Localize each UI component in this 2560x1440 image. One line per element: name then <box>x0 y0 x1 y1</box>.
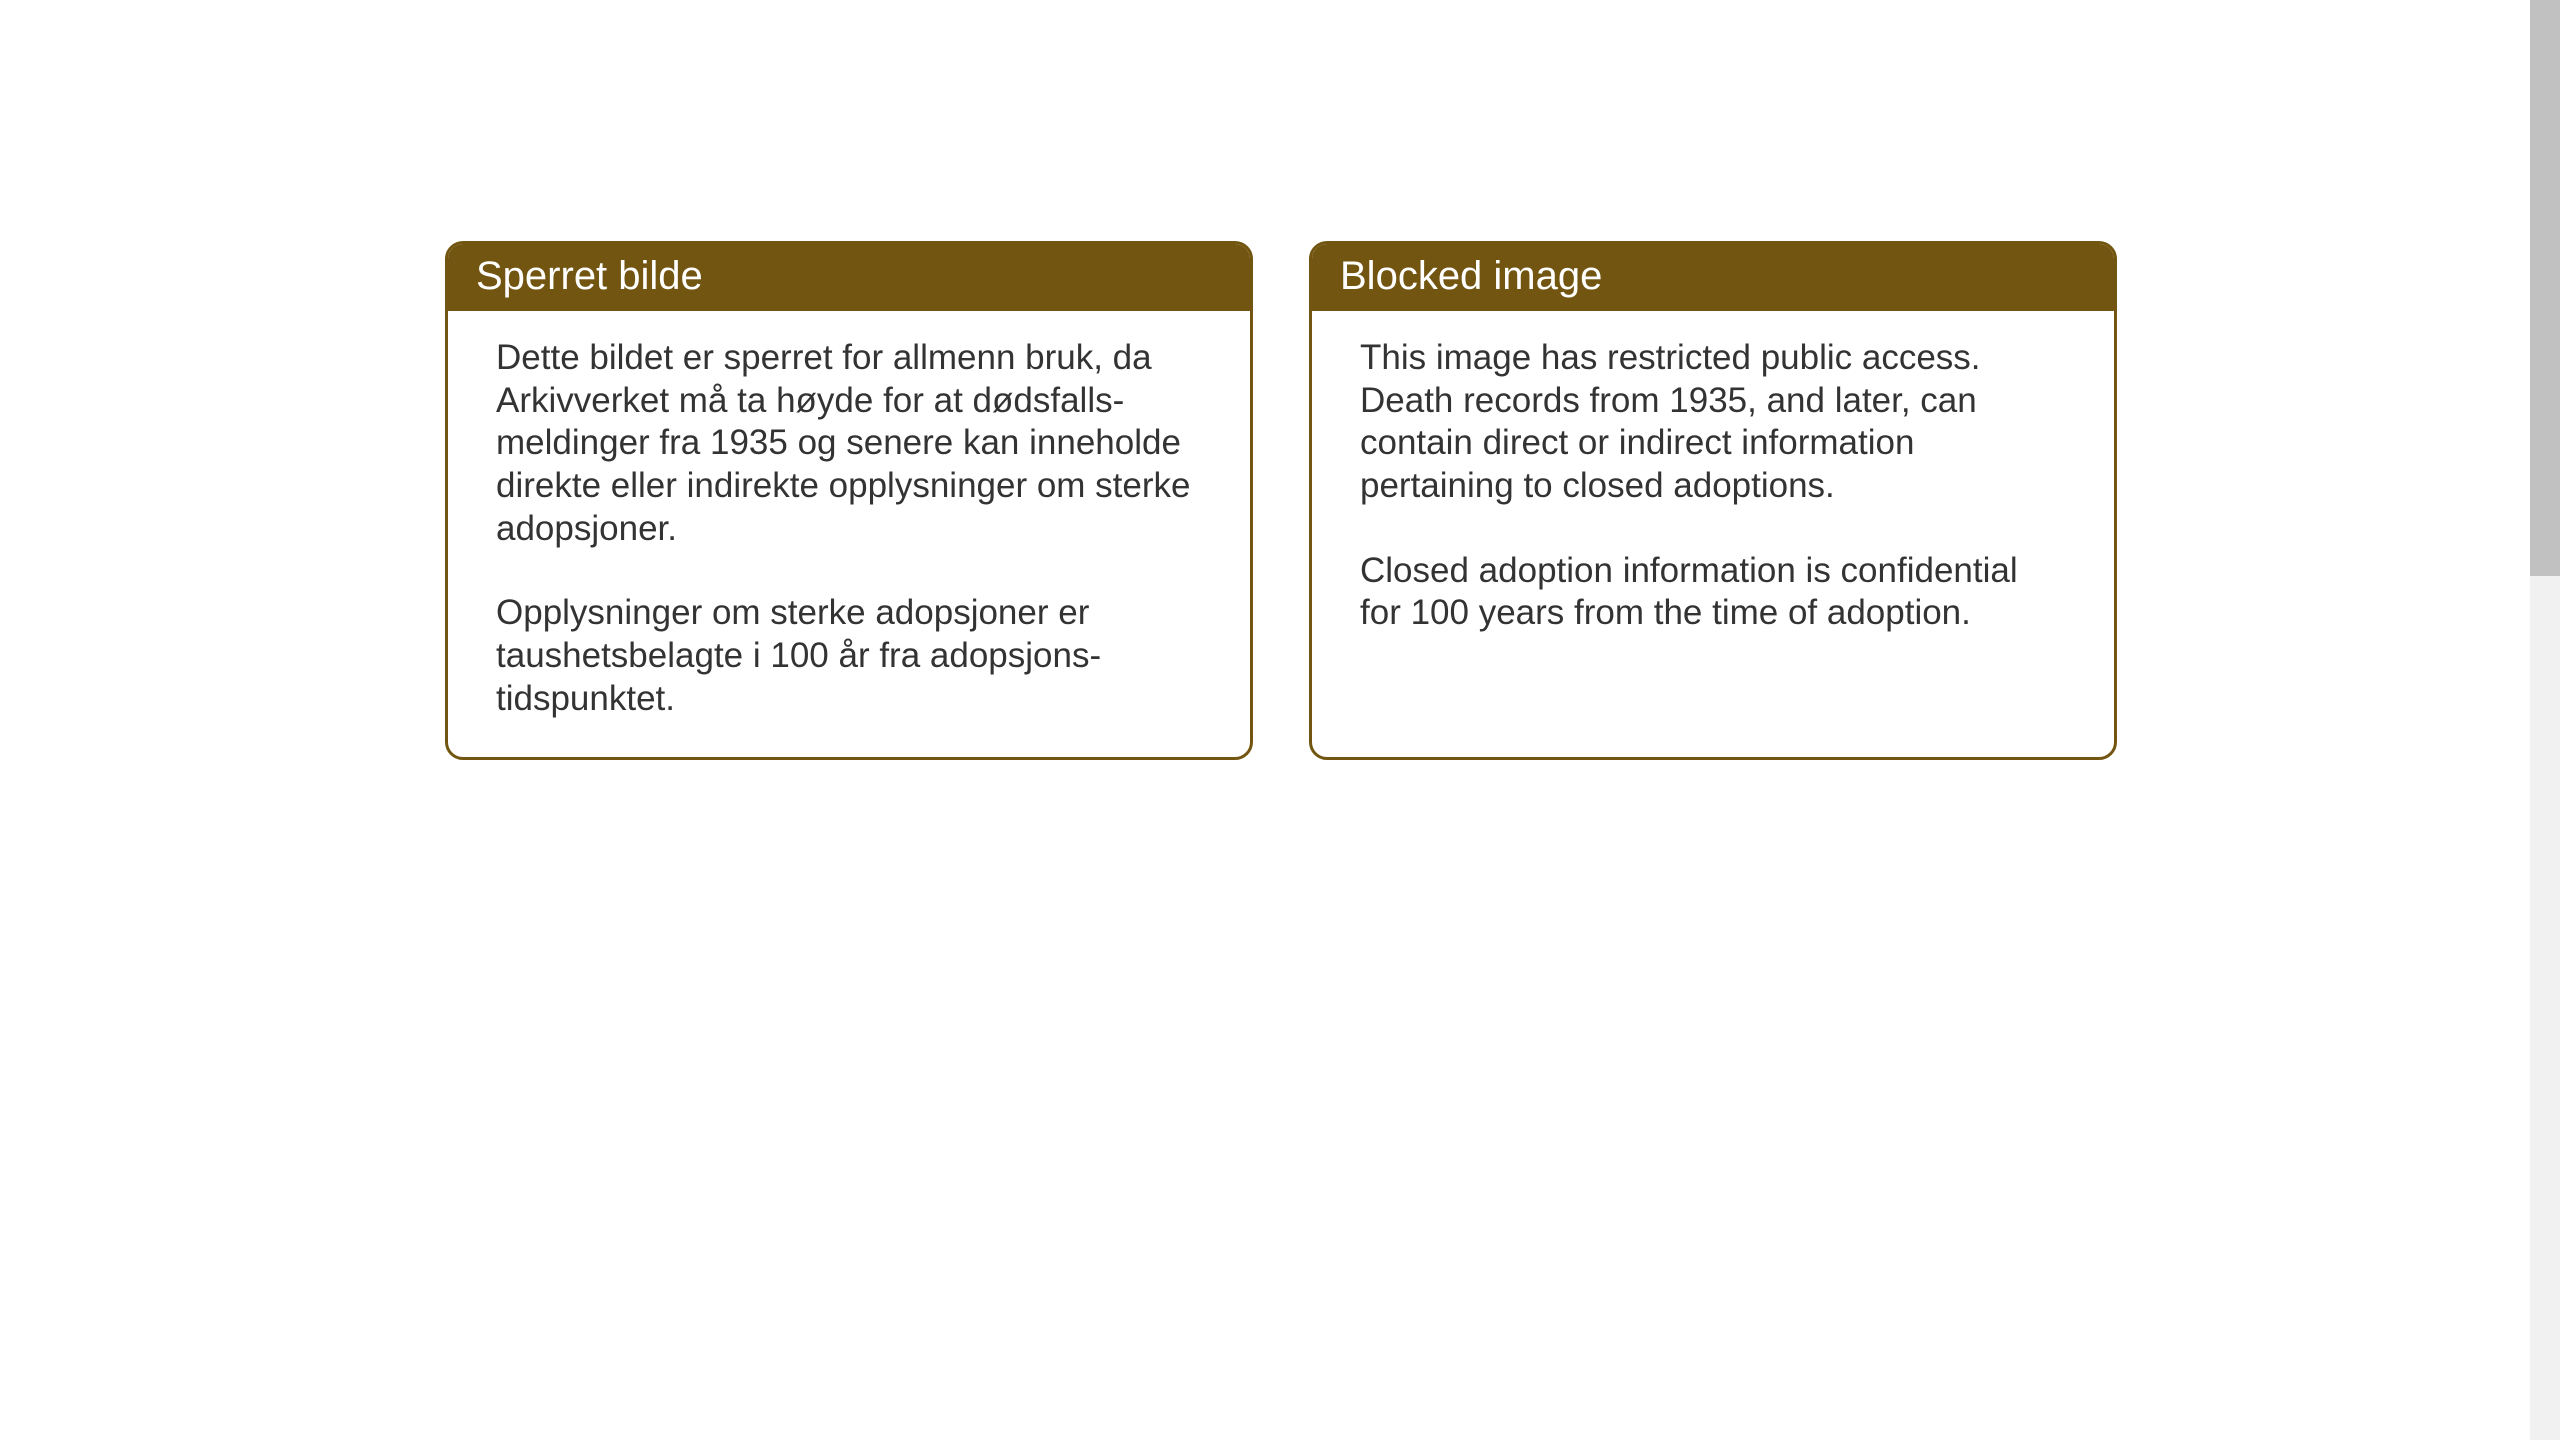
norwegian-card-body: Dette bildet er sperret for allmenn bruk… <box>448 311 1250 757</box>
english-notice-card: Blocked image This image has restricted … <box>1309 241 2117 760</box>
vertical-scrollbar-thumb[interactable] <box>2530 0 2560 576</box>
notice-container: Sperret bilde Dette bildet er sperret fo… <box>445 241 2117 760</box>
english-card-title: Blocked image <box>1312 244 2114 311</box>
norwegian-notice-card: Sperret bilde Dette bildet er sperret fo… <box>445 241 1253 760</box>
english-paragraph-2: Closed adoption information is confident… <box>1360 550 2066 635</box>
norwegian-card-title: Sperret bilde <box>448 244 1250 311</box>
vertical-scrollbar-track[interactable] <box>2530 0 2560 1440</box>
english-paragraph-1: This image has restricted public access.… <box>1360 337 2066 508</box>
norwegian-paragraph-2: Opplysninger om sterke adopsjoner er tau… <box>496 592 1202 720</box>
english-card-body: This image has restricted public access.… <box>1312 311 2114 671</box>
norwegian-paragraph-1: Dette bildet er sperret for allmenn bruk… <box>496 337 1202 550</box>
